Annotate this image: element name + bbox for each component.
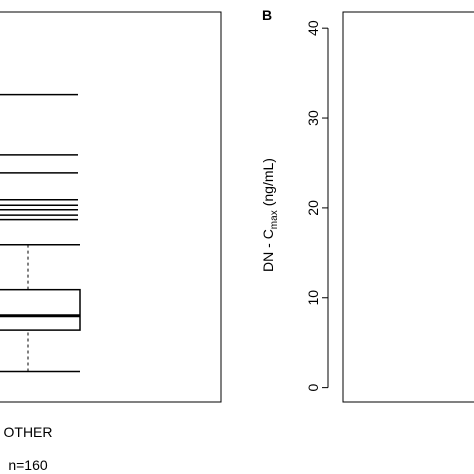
y-label-sub: max [269,210,280,229]
y-axis-label: DN - Cmax (ng/mL) [260,158,280,272]
y-tick-label: 10 [305,290,321,306]
y-tick-label: 40 [305,20,321,36]
panel-a-frame [0,11,222,403]
panel-label: B [262,7,272,23]
y-tick-label: 20 [305,200,321,216]
box [0,288,81,331]
y-label-main: DN - C [260,229,276,272]
y-tick-label: 0 [305,384,321,392]
y-label-unit: (ng/mL) [260,158,276,206]
sample-size: n=160 [8,457,48,473]
y-tick-label: 30 [305,110,321,126]
panel-b-frame [342,11,474,403]
x-tick-label: OTHER [4,424,53,440]
